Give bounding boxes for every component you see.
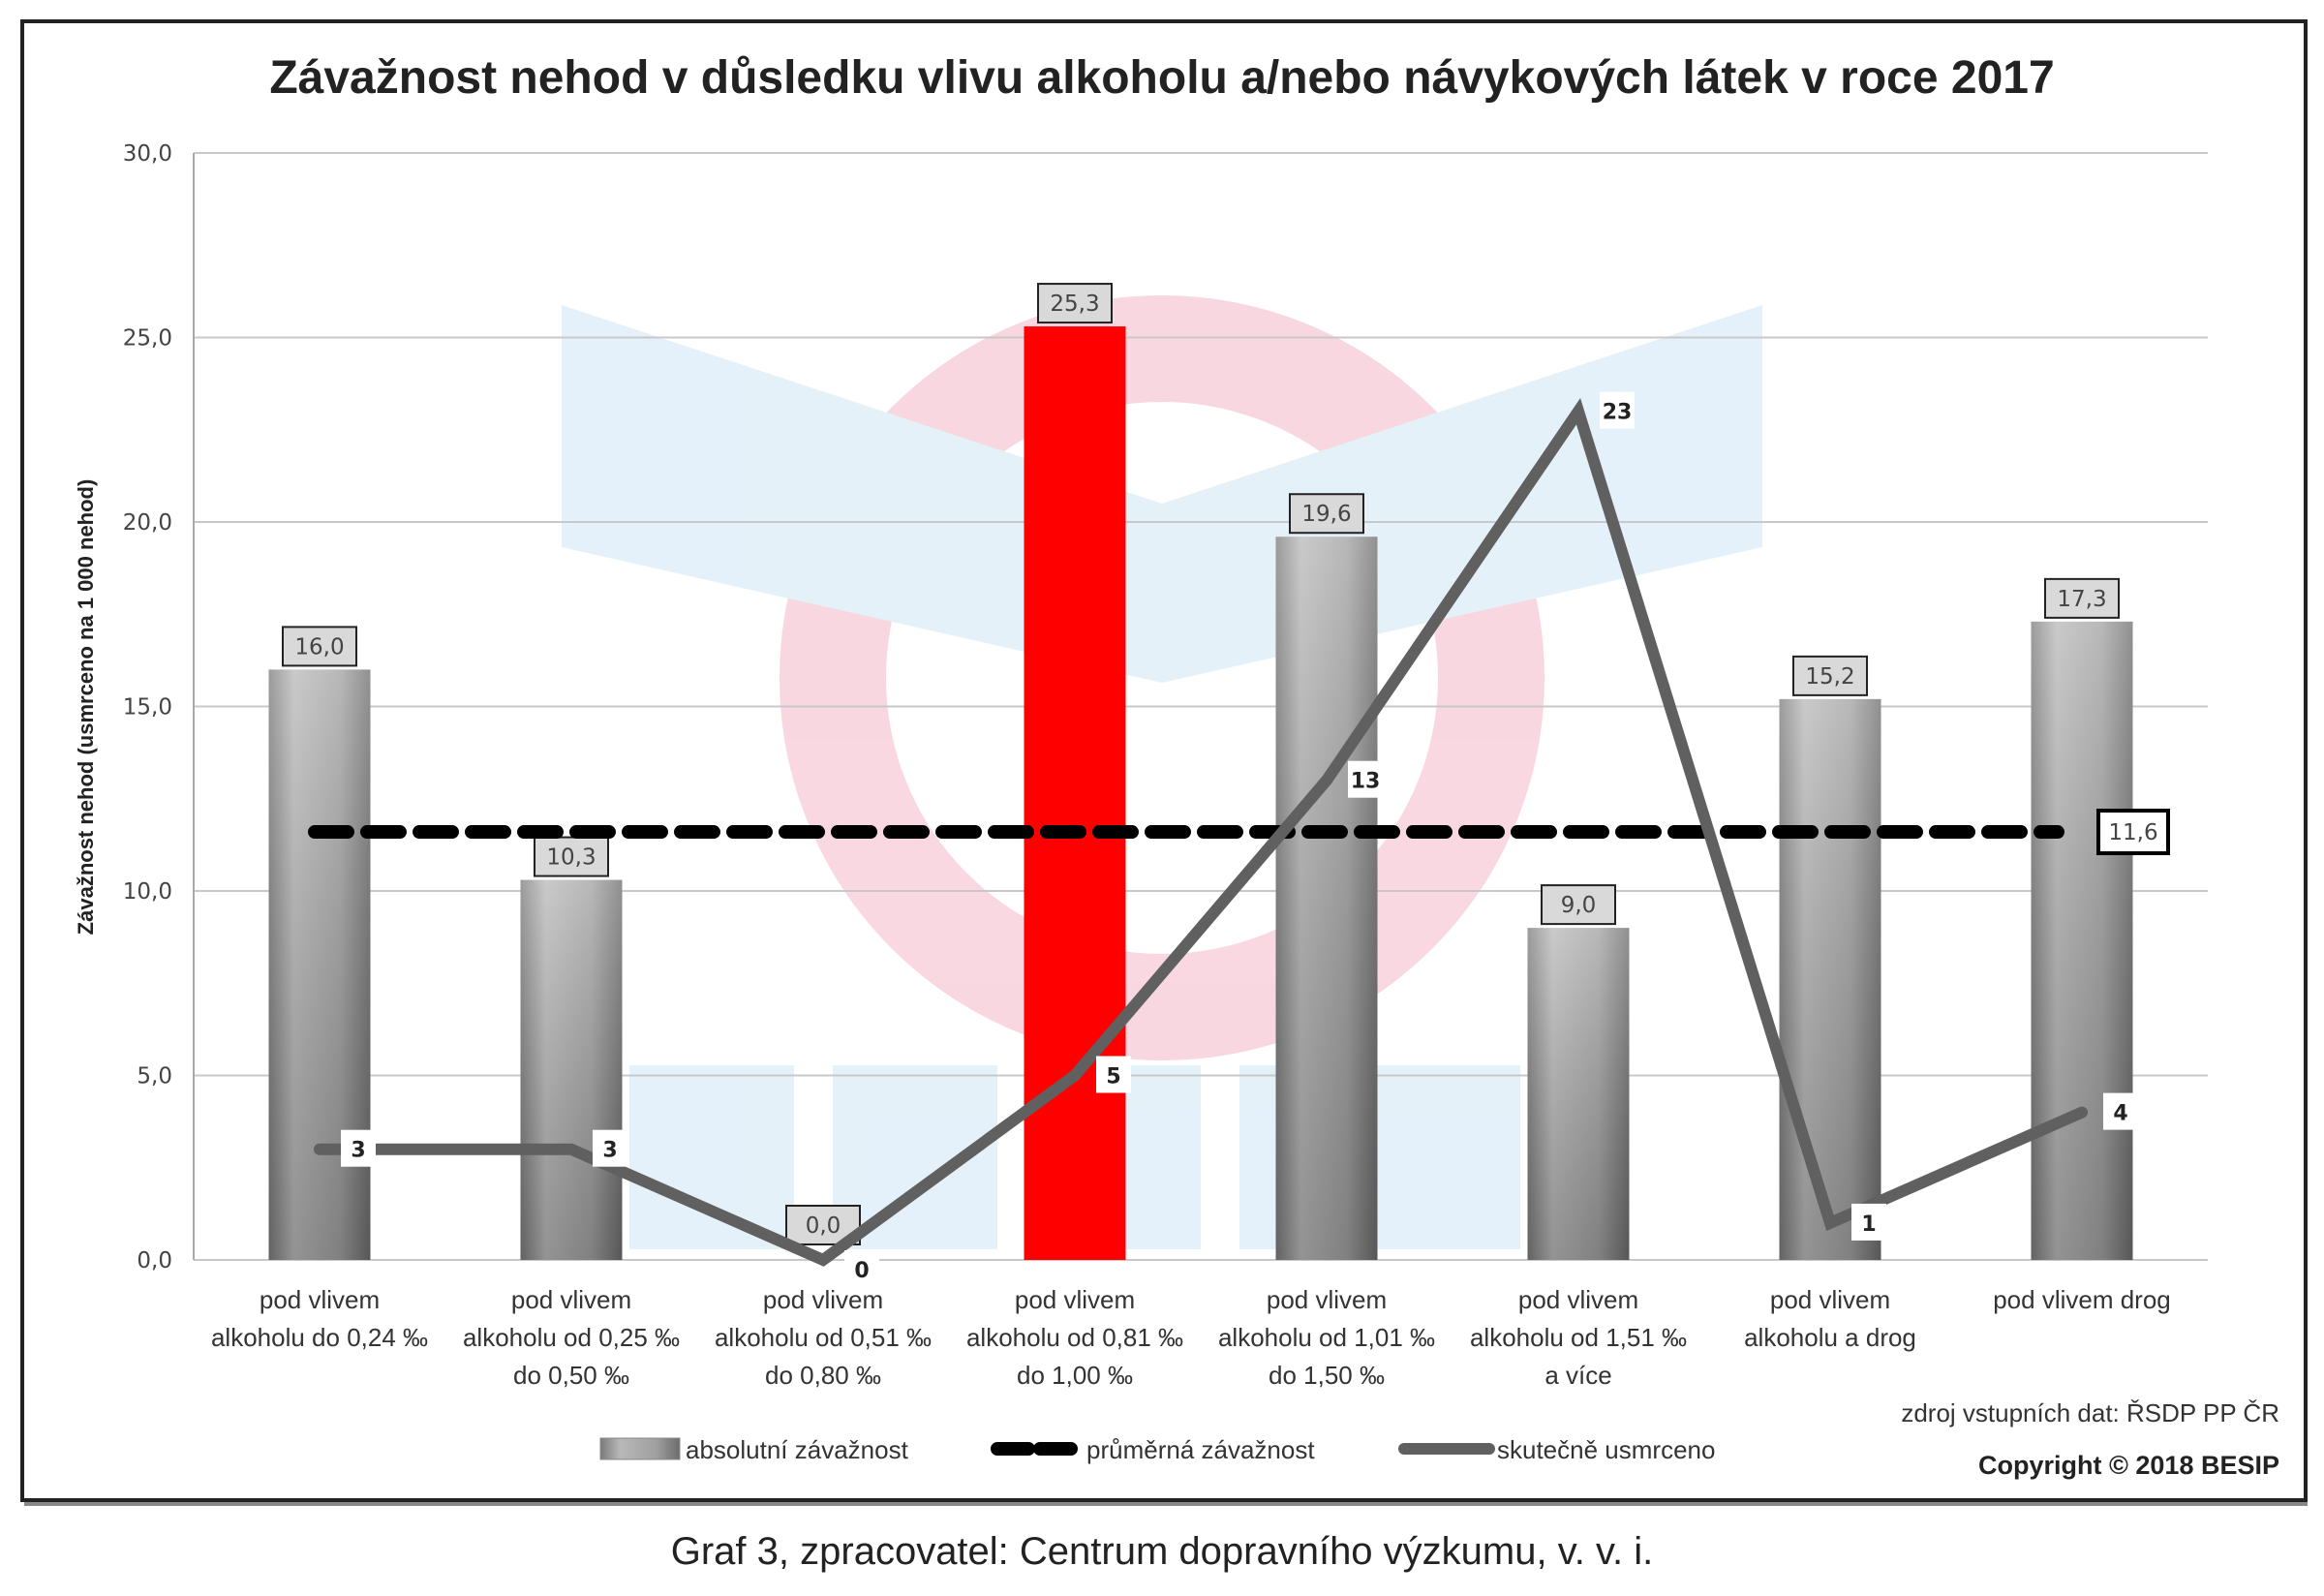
y-axis-label: Závažnost nehod (usmrceno na 1 000 nehod… xyxy=(74,479,98,936)
deaths-value-label-box xyxy=(2103,1092,2138,1130)
figure-caption: Graf 3, zpracovatel: Centrum dopravního … xyxy=(671,1530,1653,1573)
deaths-value-label: 4 xyxy=(2113,1102,2127,1126)
source-note: zdroj vstupních dat: ŘSDP PP ČR xyxy=(1901,1398,2279,1427)
deaths-value-label-box xyxy=(1348,760,1383,798)
category-label: alkoholu do 0,24 ‰ xyxy=(211,1323,428,1352)
bar xyxy=(1024,326,1126,1260)
category-label: do 1,50 ‰ xyxy=(1269,1361,1385,1390)
deaths-polyline xyxy=(314,398,2088,1267)
y-tick-label: 15,0 xyxy=(123,695,172,721)
bar-value-label: 9,0 xyxy=(1561,893,1597,918)
deaths-value-label: 5 xyxy=(1106,1065,1120,1090)
category-label: pod vlivem xyxy=(1015,1285,1135,1314)
bar-value-label: 0,0 xyxy=(806,1213,841,1239)
category-label: alkoholu od 0,81 ‰ xyxy=(966,1323,1183,1352)
bar-shade xyxy=(268,669,371,1260)
bar-shade xyxy=(2031,621,2133,1260)
category-label: alkoholu od 1,51 ‰ xyxy=(1470,1323,1687,1352)
category-label: pod vlivem xyxy=(763,1285,883,1314)
legend-item-line: skutečně usmrceno xyxy=(1398,1435,1715,1464)
category-label: pod vlivem xyxy=(1267,1285,1387,1314)
category-label: alkoholu od 0,25 ‰ xyxy=(463,1323,680,1352)
deaths-value-label-box xyxy=(1851,1203,1886,1241)
bar-shade xyxy=(1779,698,1881,1260)
legend-line-label: skutečně usmrceno xyxy=(1497,1435,1715,1464)
category-label: do 0,80 ‰ xyxy=(765,1361,881,1390)
deaths-value-label-box xyxy=(844,1250,879,1287)
bar-value-label: 19,6 xyxy=(1301,502,1351,527)
chart-frame xyxy=(20,19,2308,1502)
category-label: do 0,50 ‰ xyxy=(513,1361,629,1390)
deaths-value-label-box xyxy=(593,1129,627,1167)
y-tick-label: 10,0 xyxy=(123,879,172,905)
average-line: 11,6 xyxy=(308,809,2170,856)
deaths-line: 3 3 0 5 13 23 1 4 xyxy=(314,391,2138,1287)
deaths-value-label-box xyxy=(1600,391,1635,429)
y-tick-label: 30,0 xyxy=(123,141,172,167)
deaths-value-label: 23 xyxy=(1603,401,1633,425)
category-label: pod vlivem xyxy=(1770,1285,1890,1314)
bar-value-label: 15,2 xyxy=(1805,664,1854,690)
y-tick-labels: 0,0 5,0 10,0 15,0 20,0 25,0 30,0 xyxy=(123,141,172,1274)
category-label: pod vlivem xyxy=(511,1285,631,1314)
bar-value-label-box xyxy=(2044,577,2120,619)
category-label: pod vlivem xyxy=(1518,1285,1638,1314)
bar-value-label: 16,0 xyxy=(294,634,344,660)
bar-value-label: 17,3 xyxy=(2057,587,2106,612)
category-label: a více xyxy=(1544,1361,1611,1390)
average-value-label-box xyxy=(2096,809,2170,856)
legend-average-label: průměrná závažnost xyxy=(1086,1435,1315,1464)
bar-value-label-box xyxy=(1541,884,1616,926)
category-label: alkoholu od 0,51 ‰ xyxy=(715,1323,932,1352)
bar-value-label-box xyxy=(282,626,357,667)
legend-bar-swatch xyxy=(599,1437,681,1460)
bar-value-label-box xyxy=(1289,493,1364,535)
chart-title: Závažnost nehod v důsledku vlivu alkohol… xyxy=(269,52,2054,104)
category-label: pod vlivem drog xyxy=(1993,1285,2171,1314)
bar-value-label-box xyxy=(534,836,609,877)
category-label: alkoholu od 1,01 ‰ xyxy=(1218,1323,1435,1352)
y-tick-label: 0,0 xyxy=(137,1248,172,1274)
bar-value-label-box xyxy=(1792,655,1868,696)
y-tick-label: 25,0 xyxy=(123,326,172,352)
deaths-value-label: 3 xyxy=(602,1139,617,1163)
watermark-letter-block xyxy=(629,1065,794,1249)
legend-item-average: průměrná závažnost xyxy=(991,1435,1315,1464)
deaths-value-label-box xyxy=(341,1129,376,1167)
y-tick-label: 20,0 xyxy=(123,510,172,536)
bar-value-label-box xyxy=(1037,283,1113,324)
deaths-value-label: 3 xyxy=(351,1139,365,1163)
bars: 16,0 10,3 0,0 25,3 19,6 9,0 15,2 17,3 xyxy=(268,283,2133,1260)
deaths-value-label: 13 xyxy=(1351,770,1381,794)
bar-shade xyxy=(1275,537,1378,1260)
legend-item-bar: absolutní závažnost xyxy=(599,1435,909,1464)
legend: absolutní závažnost průměrná závažnost s… xyxy=(599,1435,1715,1464)
category-labels: pod vlivem alkoholu do 0,24 ‰ pod vlivem al… xyxy=(211,1285,2171,1390)
deaths-value-label: 0 xyxy=(854,1259,869,1283)
y-tick-label: 5,0 xyxy=(137,1064,172,1090)
deaths-value-label: 1 xyxy=(1861,1212,1876,1237)
legend-bar-label: absolutní závažnost xyxy=(686,1435,909,1464)
watermark-letter-block xyxy=(1356,1065,1520,1249)
category-label: alkoholu a drog xyxy=(1744,1323,1916,1352)
category-label: pod vlivem xyxy=(260,1285,380,1314)
bar-value-label: 25,3 xyxy=(1050,292,1099,317)
watermark-ring xyxy=(780,295,1544,1060)
bar-shade xyxy=(520,879,623,1260)
bar-value-label: 10,3 xyxy=(546,845,596,871)
copyright: Copyright © 2018 BESIP xyxy=(1978,1451,2279,1480)
deaths-value-label-box xyxy=(1096,1056,1131,1093)
bar-shade xyxy=(1527,928,1630,1260)
average-value-label: 11,6 xyxy=(2108,820,2157,845)
category-label: do 1,00 ‰ xyxy=(1017,1361,1133,1390)
